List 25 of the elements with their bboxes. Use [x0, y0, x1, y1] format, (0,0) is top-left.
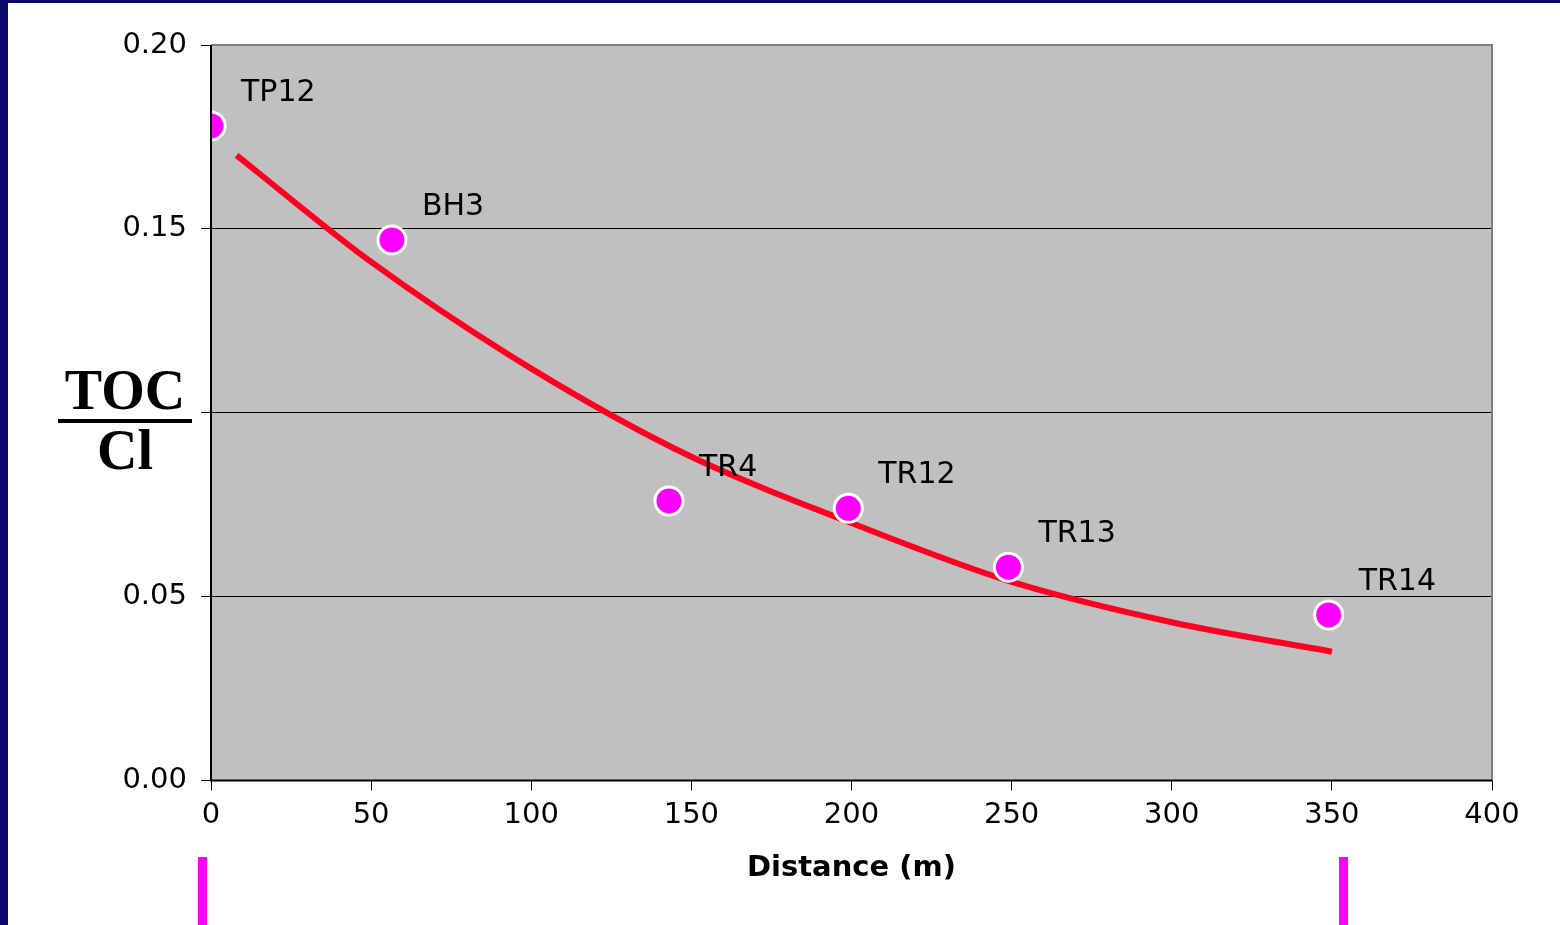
annotation: TR12 — [877, 455, 956, 491]
y-tick-label: 0.20 — [122, 25, 187, 60]
x-tick-label: 200 — [823, 796, 880, 831]
point — [1313, 599, 1345, 631]
x-tick-label: 0 — [201, 796, 221, 831]
x-tick-label: 300 — [1144, 796, 1200, 831]
x-tick-label: 350 — [1304, 796, 1360, 831]
x-axis-title: Distance (m) — [746, 849, 957, 884]
point — [832, 492, 864, 524]
point — [653, 485, 685, 517]
x-tick-label: 250 — [983, 796, 1040, 831]
annotation: BH3 — [421, 186, 485, 222]
annotation: TR14 — [1357, 561, 1437, 597]
annotation: TR13 — [1037, 513, 1116, 549]
annotation: TP12 — [240, 72, 316, 108]
x-tick-label: 150 — [663, 796, 720, 831]
y-tick-label: 0.00 — [122, 760, 187, 795]
point — [376, 224, 408, 256]
x-tick-label: 100 — [503, 796, 559, 831]
point — [992, 551, 1024, 583]
x-tick-label: 400 — [1464, 796, 1520, 831]
y-tick-label: 0.15 — [122, 209, 187, 244]
y-tick-label: 0.05 — [122, 577, 187, 612]
y-axis-title: TOC Cl — [63, 359, 187, 481]
x-tick-label: 50 — [352, 796, 390, 831]
